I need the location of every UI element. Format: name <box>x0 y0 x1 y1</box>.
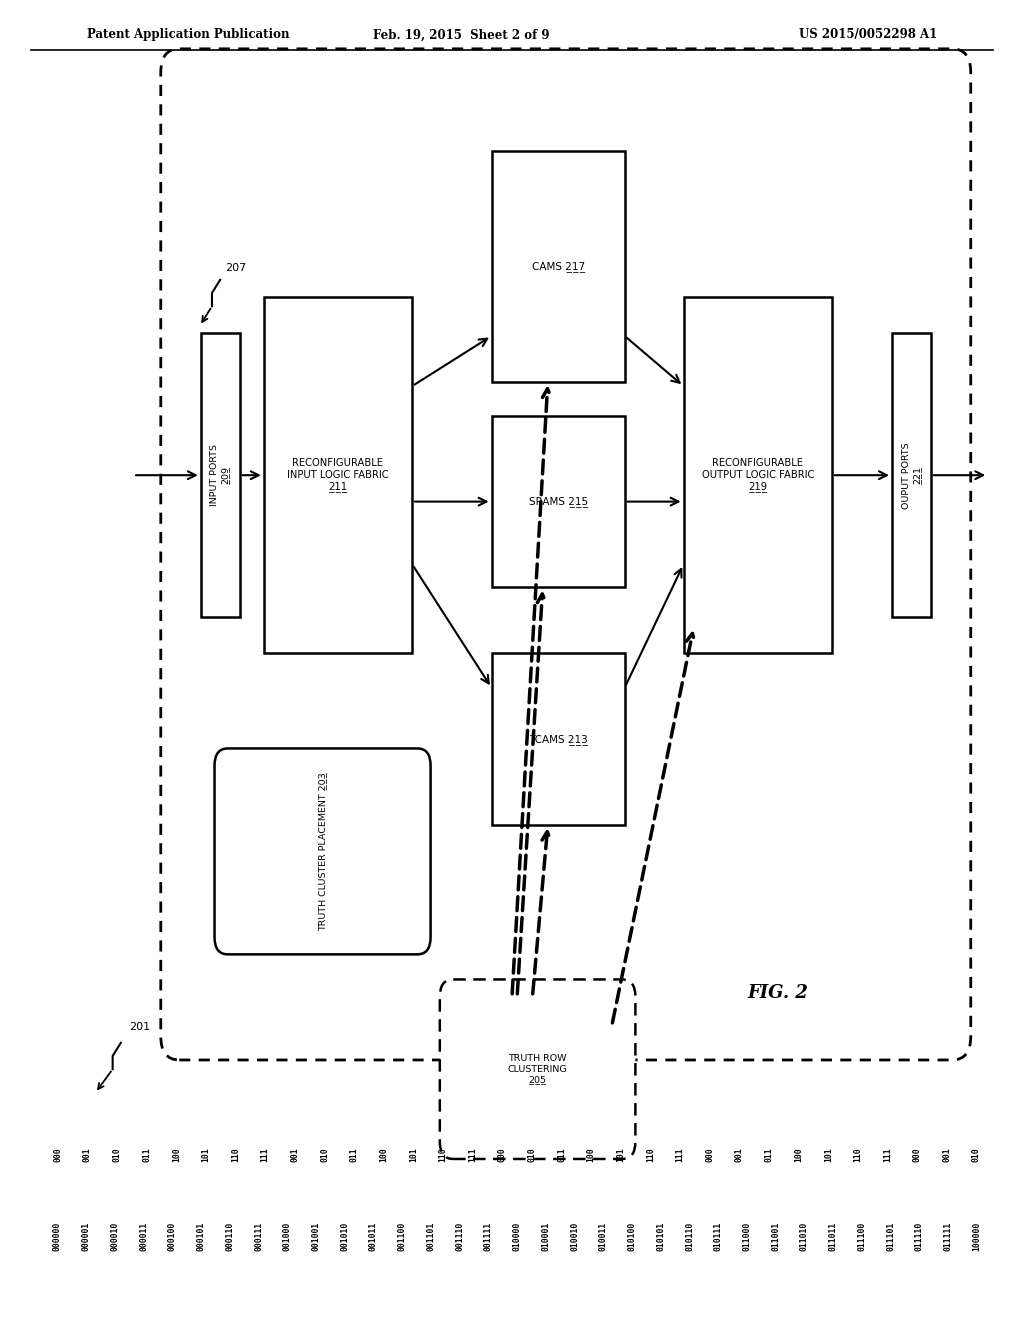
Text: FIG. 2: FIG. 2 <box>748 983 809 1002</box>
Text: 011: 011 <box>765 1147 773 1163</box>
Text: 010101: 010101 <box>656 1222 666 1251</box>
Bar <box>684 297 831 653</box>
Text: Patent Application Publication: Patent Application Publication <box>87 29 290 41</box>
Text: 010: 010 <box>972 1147 981 1163</box>
Text: 011000: 011000 <box>742 1222 752 1251</box>
Text: 001000: 001000 <box>283 1222 292 1251</box>
Text: 100: 100 <box>587 1147 596 1163</box>
Text: 011: 011 <box>557 1147 566 1163</box>
FancyBboxPatch shape <box>215 748 430 954</box>
Text: 001011: 001011 <box>369 1222 378 1251</box>
Text: 001100: 001100 <box>397 1222 407 1251</box>
Text: 100000: 100000 <box>973 1222 981 1251</box>
Text: 001110: 001110 <box>455 1222 464 1251</box>
Text: 010111: 010111 <box>714 1222 723 1251</box>
Text: 101: 101 <box>823 1147 833 1163</box>
Text: 010100: 010100 <box>628 1222 637 1251</box>
Text: CAMS 2̲1̲7̲: CAMS 2̲1̲7̲ <box>531 261 585 272</box>
Bar <box>492 416 625 587</box>
Text: 010000: 010000 <box>513 1222 521 1251</box>
Text: 001: 001 <box>291 1147 299 1163</box>
Text: 207: 207 <box>225 263 247 273</box>
Bar <box>264 297 412 653</box>
Text: US 2015/0052298 A1: US 2015/0052298 A1 <box>799 29 937 41</box>
Text: 000000: 000000 <box>53 1222 61 1251</box>
Text: 010001: 010001 <box>542 1222 550 1251</box>
Bar <box>201 334 240 618</box>
Text: 001010: 001010 <box>340 1222 349 1251</box>
Text: TRUTH ROW
CLUSTERING
2̲0̲5̲: TRUTH ROW CLUSTERING 2̲0̲5̲ <box>508 1055 567 1084</box>
Text: 000: 000 <box>53 1147 62 1163</box>
Text: 011001: 011001 <box>771 1222 780 1251</box>
Bar <box>892 334 931 618</box>
Text: 110: 110 <box>438 1147 447 1163</box>
Text: 011010: 011010 <box>800 1222 809 1251</box>
Text: RECONFIGURABLE
OUTPUT LOGIC FABRIC
2̲1̲9̲: RECONFIGURABLE OUTPUT LOGIC FABRIC 2̲1̲9… <box>701 458 814 492</box>
Text: 001101: 001101 <box>426 1222 435 1251</box>
Text: 110: 110 <box>853 1147 862 1163</box>
Bar <box>492 653 625 825</box>
Text: 001: 001 <box>83 1147 92 1163</box>
Text: 101: 101 <box>202 1147 211 1163</box>
Text: 201: 201 <box>129 1022 151 1032</box>
Text: 010010: 010010 <box>570 1222 580 1251</box>
Bar <box>492 152 625 383</box>
Text: 000001: 000001 <box>82 1222 90 1251</box>
Text: 011101: 011101 <box>886 1222 895 1251</box>
Text: 101: 101 <box>616 1147 626 1163</box>
Text: 110: 110 <box>231 1147 240 1163</box>
Text: 010110: 010110 <box>685 1222 694 1251</box>
Text: 001001: 001001 <box>311 1222 321 1251</box>
Text: 011110: 011110 <box>914 1222 924 1251</box>
Text: 000101: 000101 <box>197 1222 206 1251</box>
Text: 100: 100 <box>379 1147 388 1163</box>
Text: 010: 010 <box>113 1147 122 1163</box>
Text: 011100: 011100 <box>857 1222 866 1251</box>
Text: RECONFIGURABLE
INPUT LOGIC FABRIC
2̲1̲1̲: RECONFIGURABLE INPUT LOGIC FABRIC 2̲1̲1̲ <box>287 458 389 492</box>
Text: INPUT PORTS
2̲0̲9̲: INPUT PORTS 2̲0̲9̲ <box>211 445 229 506</box>
Text: 111: 111 <box>883 1147 892 1163</box>
Text: OUPUT PORTS
2̲2̲1̲: OUPUT PORTS 2̲2̲1̲ <box>902 442 921 508</box>
Text: 000100: 000100 <box>168 1222 177 1251</box>
Text: 001111: 001111 <box>484 1222 493 1251</box>
Text: 000011: 000011 <box>139 1222 148 1251</box>
Text: 000111: 000111 <box>254 1222 263 1251</box>
Text: 111: 111 <box>676 1147 685 1163</box>
Text: TRUTH CLUSTER PLACEMENT 2̲0̲3̲: TRUTH CLUSTER PLACEMENT 2̲0̲3̲ <box>318 772 327 931</box>
Text: 010: 010 <box>527 1147 537 1163</box>
Text: 100: 100 <box>795 1147 803 1163</box>
Text: 011111: 011111 <box>944 1222 952 1251</box>
Text: 000010: 000010 <box>111 1222 120 1251</box>
FancyBboxPatch shape <box>440 979 635 1159</box>
Text: 111: 111 <box>468 1147 477 1163</box>
Text: 011011: 011011 <box>828 1222 838 1251</box>
Text: Feb. 19, 2015  Sheet 2 of 9: Feb. 19, 2015 Sheet 2 of 9 <box>373 29 549 41</box>
Text: 010011: 010011 <box>599 1222 608 1251</box>
Text: 100: 100 <box>172 1147 181 1163</box>
Text: 001: 001 <box>735 1147 743 1163</box>
Text: 101: 101 <box>409 1147 418 1163</box>
Text: 000: 000 <box>912 1147 922 1163</box>
Text: 011: 011 <box>142 1147 152 1163</box>
Text: TCAMS 2̲1̲3̲: TCAMS 2̲1̲3̲ <box>528 734 588 744</box>
Text: 111: 111 <box>261 1147 269 1163</box>
Text: 000: 000 <box>498 1147 507 1163</box>
Text: SRAMS 2̲1̲5̲: SRAMS 2̲1̲5̲ <box>528 496 588 507</box>
Text: 000: 000 <box>706 1147 714 1163</box>
Text: 011: 011 <box>349 1147 358 1163</box>
Text: 010: 010 <box>321 1147 329 1163</box>
Text: 001: 001 <box>942 1147 951 1163</box>
Text: 000110: 000110 <box>225 1222 234 1251</box>
Text: 110: 110 <box>646 1147 655 1163</box>
